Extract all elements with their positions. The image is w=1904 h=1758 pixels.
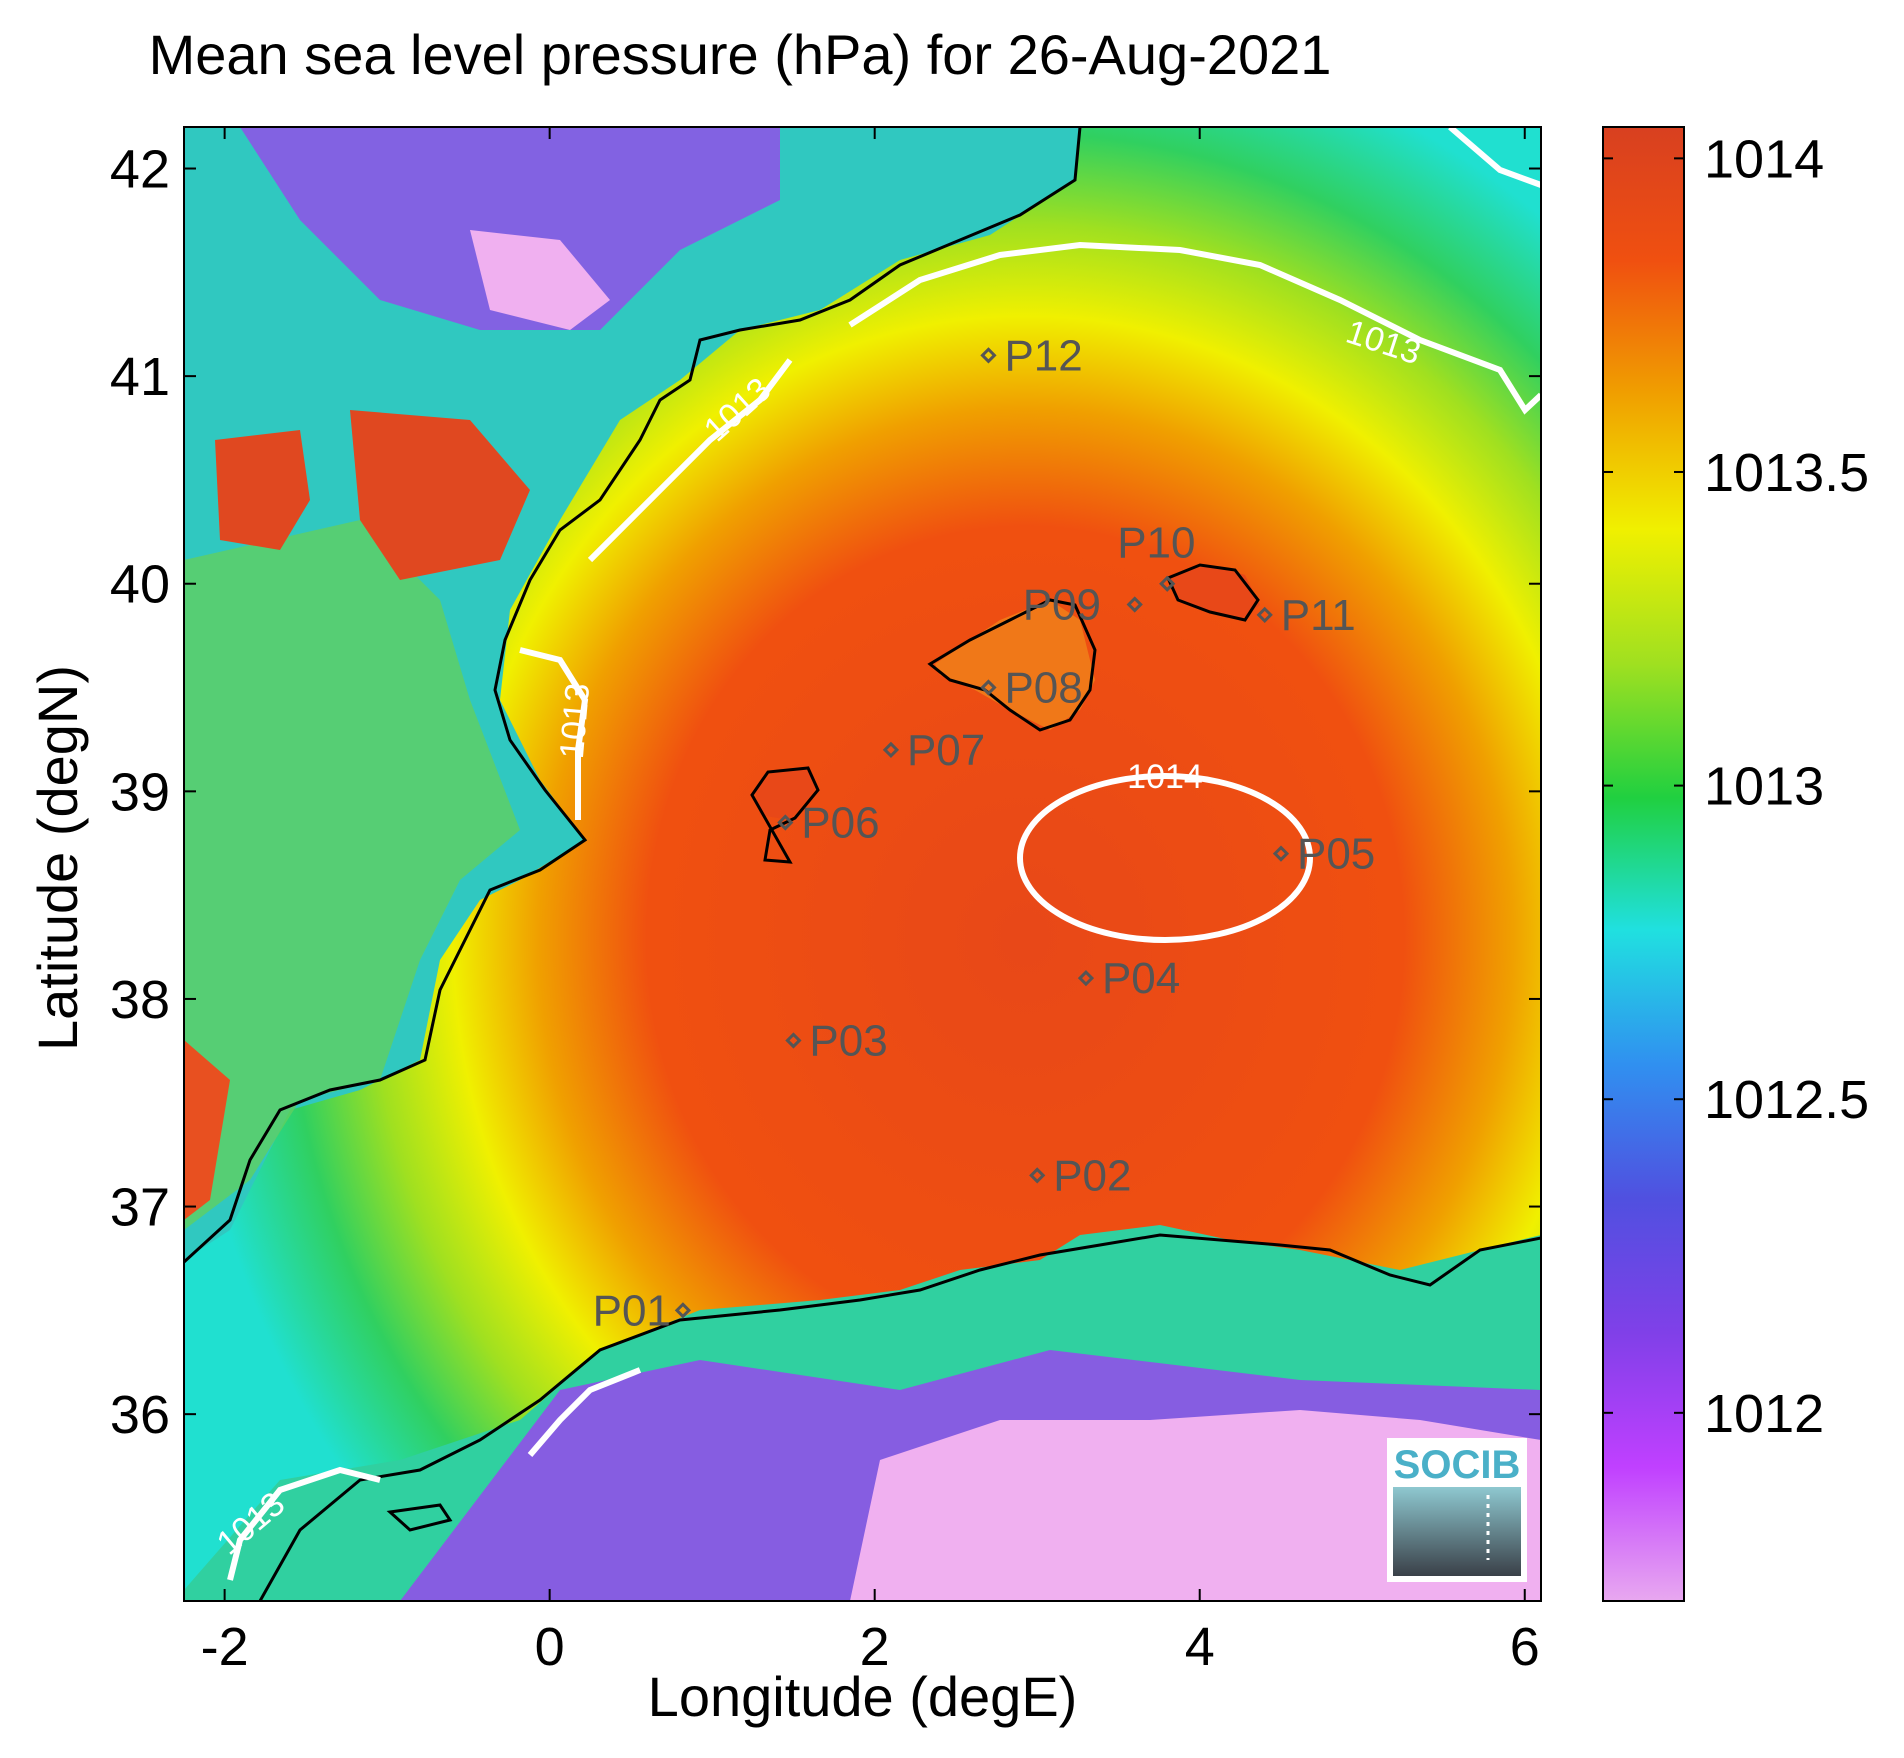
station-label: P05	[1297, 830, 1375, 879]
x-axis: -2 0 2 4 6	[201, 127, 1540, 1677]
station-p10: P10	[1117, 519, 1196, 592]
iberia-coast	[184, 127, 1082, 1264]
iberia-red-1	[215, 430, 310, 550]
station-p04: P04	[1077, 954, 1180, 1003]
contour-1014	[1017, 773, 1313, 943]
contour-1013-west	[587, 358, 793, 563]
ibiza-coast	[750, 766, 820, 864]
x-tick-label: 4	[1185, 1617, 1215, 1677]
station-label: P08	[1004, 664, 1082, 713]
contour-1013-sw	[227, 1466, 381, 1581]
x-tick-label: 6	[1510, 1617, 1540, 1677]
colorbar-tick-label: 1012.5	[1704, 1070, 1869, 1130]
socib-logo: SOCIB	[1387, 1438, 1527, 1582]
x-tick-label: -2	[201, 1617, 249, 1677]
contour-1013-north	[848, 241, 1541, 415]
ibiza-land	[755, 768, 815, 820]
station-p01: P01	[593, 1286, 692, 1335]
station-label: P12	[1004, 331, 1082, 380]
station-marker	[785, 1032, 802, 1049]
station-marker	[882, 741, 900, 758]
y-tick-label: 41	[110, 347, 170, 407]
station-marker	[1029, 1167, 1046, 1184]
station-label: P06	[801, 798, 879, 847]
y-tick-label: 39	[110, 762, 170, 822]
y-tick-label: 37	[110, 1178, 170, 1238]
socib-logo-text: SOCIB	[1394, 1443, 1521, 1487]
contour-label: 1014	[1127, 758, 1203, 796]
y-tick-label: 42	[110, 140, 170, 200]
iberia-red-2	[350, 410, 530, 580]
map-field	[184, 127, 1541, 1601]
y-axis: 36 37 38 39 40 41 42	[110, 140, 1541, 1445]
map-title: Mean sea level pressure (hPa) for 26-Aug…	[148, 23, 1332, 86]
colorbar-bar	[1603, 127, 1684, 1601]
station-label: P11	[1281, 591, 1356, 640]
iberia-pink	[470, 230, 610, 330]
station-p12: P12	[980, 331, 1083, 380]
y-tick-label: 38	[110, 970, 170, 1030]
mallorca-land	[935, 600, 1095, 730]
contour-label: 1013	[553, 682, 597, 761]
isobars	[227, 127, 1541, 1581]
africa-coast	[258, 1233, 1541, 1601]
iberia-green	[184, 520, 520, 1230]
x-axis-label: Longitude (degE)	[647, 1665, 1078, 1728]
contour-1013-spain	[519, 647, 589, 820]
station-label: P07	[907, 726, 985, 775]
plot-frame	[183, 126, 1542, 1602]
station-marker	[980, 347, 997, 364]
station-marker	[1159, 575, 1176, 592]
station-p11: P11	[1256, 591, 1356, 640]
station-p06: P06	[777, 798, 880, 847]
station-marker	[1272, 845, 1290, 862]
y-tick-label: 36	[110, 1385, 170, 1445]
stations-layer: P01 P02 P03 P04 P05 P06 P07 P08 P09 P10 P11 P12	[593, 331, 1376, 1335]
colorbar-tick-label: 1012	[1704, 1384, 1824, 1444]
contour-1013-ne	[1448, 127, 1541, 188]
station-p05: P05	[1272, 830, 1375, 879]
colorbar-ticks: 1012 1012.5 1013 1013.5 1014	[1603, 129, 1869, 1444]
menorca-coast	[1165, 563, 1260, 622]
africa-pink	[850, 1410, 1541, 1601]
station-p03: P03	[785, 1016, 888, 1065]
station-marker	[777, 814, 794, 831]
station-label: P10	[1117, 519, 1195, 568]
colorbar-tick-label: 1013	[1704, 757, 1824, 817]
station-label: P02	[1053, 1151, 1131, 1200]
station-marker	[980, 679, 997, 696]
station-p09: P09	[1023, 580, 1143, 629]
station-p02: P02	[1029, 1151, 1132, 1200]
station-label: P04	[1102, 954, 1180, 1003]
iberia-red-3	[184, 1040, 230, 1220]
y-tick-label: 40	[110, 555, 170, 615]
x-tick-label: 0	[535, 1617, 565, 1677]
station-marker	[1077, 970, 1095, 987]
station-p08: P08	[980, 664, 1083, 713]
station-marker	[1256, 606, 1273, 623]
station-p07: P07	[882, 726, 985, 775]
colorbar-frame	[1602, 126, 1685, 1602]
station-label: P03	[809, 1016, 887, 1065]
contour-1013-africa	[527, 1367, 642, 1457]
station-label: P09	[1023, 580, 1101, 629]
station-marker	[1126, 596, 1143, 613]
x-tick-label: 2	[860, 1617, 890, 1677]
colorbar: 1012 1012.5 1013 1013.5 1014	[1602, 126, 1869, 1602]
colorbar-tick-label: 1014	[1704, 129, 1824, 189]
alboran-island	[386, 1503, 453, 1532]
iberia-purple	[240, 127, 780, 330]
colorbar-tick-label: 1013.5	[1704, 443, 1869, 503]
station-label: P01	[593, 1286, 671, 1335]
station-marker	[674, 1302, 692, 1319]
